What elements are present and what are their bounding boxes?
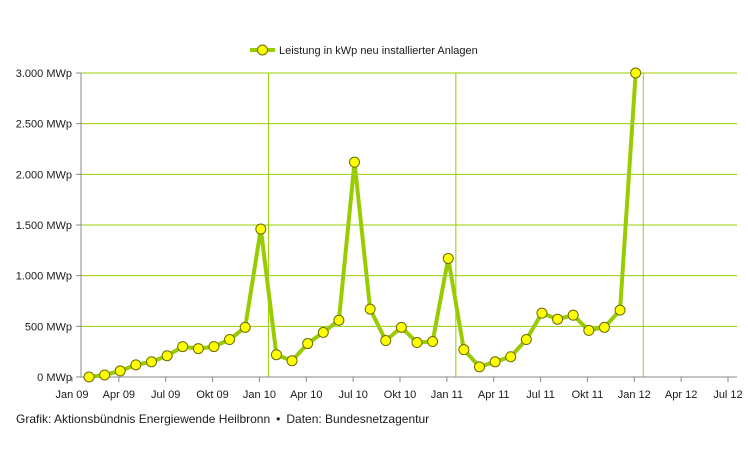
data-point [598, 321, 610, 333]
y-tick-label: 2.500 MWp [16, 119, 72, 131]
data-point [520, 334, 532, 346]
data-point [255, 223, 267, 235]
footer-caption: Grafik: Aktionsbündnis Energiewende Heil… [16, 412, 429, 426]
data-point [177, 341, 189, 353]
data-point [489, 356, 501, 368]
data-point [333, 314, 345, 326]
data-point [224, 334, 236, 346]
data-point [364, 303, 376, 315]
y-tick-label: 1.000 MWp [16, 271, 72, 283]
data-point [630, 67, 642, 79]
y-tick-label: 1.500 MWp [16, 220, 72, 232]
data-point [270, 349, 282, 361]
y-axis-ticks: 0 MWp 500 MWp 1.000 MWp 1.500 MWp 2.000 MWp 2… [16, 68, 81, 384]
line-chart: 0 MWp 500 MWp 1.000 MWp 1.500 MWp 2.000 MWp 2… [16, 44, 743, 401]
data-point [427, 336, 439, 348]
x-tick-label: Apr 09 [103, 389, 135, 401]
data-point [442, 252, 454, 264]
data-point [411, 337, 423, 349]
x-tick-label: Apr 10 [290, 389, 322, 401]
data-point [473, 361, 485, 373]
legend-marker [257, 44, 268, 56]
x-axis-ticks: Jan 09 Apr 09 Jul 09 Okt 09 Jan 10 Apr 10 Jul … [55, 377, 743, 401]
data-point [458, 344, 470, 356]
x-tick-label: Jan 11 [431, 389, 463, 401]
x-tick-label: Jan 10 [243, 389, 276, 401]
data-point [552, 313, 564, 325]
x-tick-label: Okt 09 [196, 389, 228, 401]
x-tick-label: Apr 11 [478, 389, 510, 401]
y-tick-label: 2.000 MWp [16, 169, 72, 181]
data-point [395, 321, 407, 333]
x-tick-label: Jul 12 [713, 389, 742, 401]
data-point [99, 369, 111, 381]
data-point [567, 309, 579, 321]
x-tick-label: Jul 09 [151, 389, 180, 401]
data-point [380, 335, 392, 347]
data-point [536, 307, 548, 319]
data-point [208, 341, 220, 353]
separator-dot: • [276, 412, 281, 426]
x-tick-label: Apr 12 [665, 389, 697, 401]
y-tick-label: 3.000 MWp [16, 68, 72, 80]
data-point [505, 351, 517, 363]
series-group [83, 67, 642, 383]
credit-text: Grafik: Aktionsbündnis Energiewende Heil… [16, 412, 271, 426]
data-point [83, 371, 95, 383]
x-tick-label: Jan 09 [55, 389, 88, 401]
data-point [583, 324, 595, 336]
data-point [614, 304, 626, 316]
data-point [239, 321, 251, 333]
data-point [130, 359, 142, 371]
data-point [192, 343, 204, 355]
data-point [145, 356, 157, 368]
grid [81, 72, 737, 377]
x-tick-label: Okt 11 [572, 389, 604, 401]
data-point [302, 338, 314, 350]
legend-label: Leistung in kWp neu installierter Anlage… [279, 45, 478, 57]
x-tick-label: Okt 10 [384, 389, 416, 401]
x-tick-label: Jul 10 [338, 389, 367, 401]
data-point [286, 355, 298, 367]
data-point [317, 326, 329, 338]
y-tick-label: 500 MWp [25, 321, 72, 333]
y-tick-label: 0 MWp [37, 372, 72, 384]
source-text: Daten: Bundesnetzagentur [286, 412, 430, 426]
data-point [161, 350, 173, 362]
x-tick-label: Jul 11 [526, 389, 555, 401]
data-point [114, 365, 126, 377]
data-point [349, 156, 361, 168]
legend: Leistung in kWp neu installierter Anlage… [250, 44, 478, 57]
x-tick-label: Jan 12 [618, 389, 651, 401]
